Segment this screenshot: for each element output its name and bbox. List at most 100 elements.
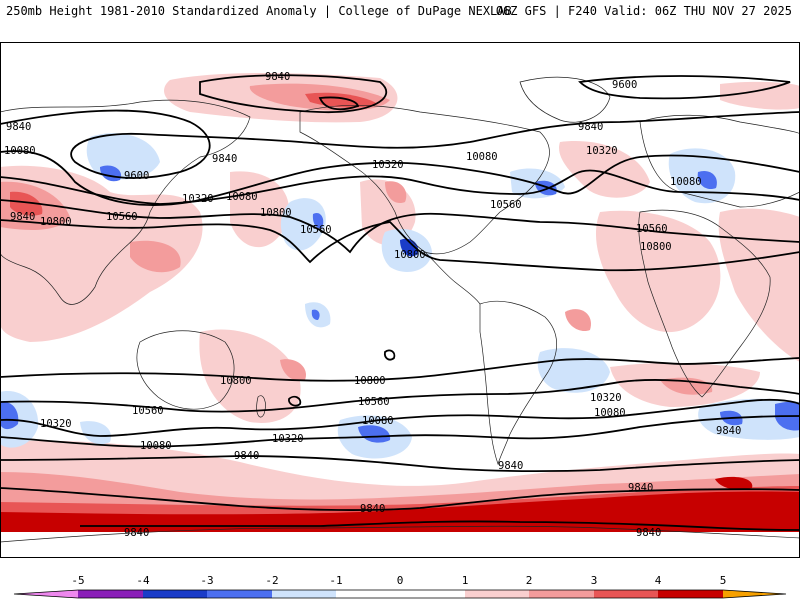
colorbar-tick: 2: [526, 574, 533, 587]
contour-label: 10800: [40, 216, 72, 228]
anomaly-pos1-region: [718, 208, 800, 362]
anomaly-pos1-region: [720, 81, 800, 110]
contour-10320-southern: [0, 398, 800, 437]
contour-9840-antarctic: [79, 520, 800, 531]
contour-label: 10560: [106, 211, 138, 223]
contour-label: 9840: [360, 503, 385, 515]
height-contours: [0, 74, 800, 531]
coastline-new-zealand: [256, 395, 266, 418]
contour-label: 9600: [612, 79, 637, 91]
anomaly-neg2-region: [697, 170, 717, 190]
contour-10560-southern: [0, 379, 800, 413]
colorbar: -5 -4 -3 -2 -1 0 1 2 3 4 5: [13, 574, 787, 599]
anomaly-neg2-region: [311, 309, 320, 320]
contour-label: 10320: [590, 392, 622, 404]
contour-10800-southern: [0, 357, 800, 382]
contour-label: 10080: [466, 151, 498, 163]
contour-label: 9840: [498, 460, 523, 472]
colorbar-segment-neg2: [207, 590, 272, 598]
colorbar-tick: -5: [71, 574, 84, 587]
colorbar-tick: -1: [329, 574, 342, 587]
contour-9840-northern: [0, 109, 800, 179]
coastline-central-america: [424, 251, 481, 305]
anomaly-neg1-region: [280, 198, 326, 251]
anomaly-pos2-region: [565, 309, 591, 332]
anomaly-neg2-region: [312, 212, 324, 229]
positive-anomaly-shading: [0, 73, 800, 532]
anomaly-pos2-region: [130, 240, 181, 273]
contour-label: 10320: [272, 433, 304, 445]
coastline-north-america: [299, 104, 550, 255]
contour-label: 10320: [586, 145, 618, 157]
contour-9600-north-pacific: [199, 74, 388, 114]
colorbar-tick: -3: [200, 574, 213, 587]
contour-label: 10800: [220, 375, 252, 387]
contour-label: 10800: [354, 375, 386, 387]
colorbar-tick: 3: [591, 574, 598, 587]
contour-label: 10560: [636, 223, 668, 235]
contour-label: 10080: [226, 191, 258, 203]
anomaly-pos2-region: [385, 181, 407, 204]
colorbar-segment-pos4: [658, 590, 723, 598]
colorbar-tick: 0: [397, 574, 404, 587]
colorbar-tick: -4: [136, 574, 150, 587]
coastline-antarctica: [0, 525, 800, 543]
coastline-africa: [638, 209, 771, 398]
anomaly-pos4-region: [715, 476, 753, 490]
anomaly-pos2-region: [280, 359, 306, 382]
anomaly-pos1-region: [230, 171, 289, 248]
contour-10800-northern: [0, 219, 800, 272]
contour-label: 9840: [265, 71, 290, 83]
contour-10320-northern: [0, 169, 800, 205]
anomaly-neg2-region: [0, 401, 19, 430]
contour-label: 9840: [234, 450, 259, 462]
colorbar-tick: 1: [462, 574, 469, 587]
contour-label: 9840: [628, 482, 653, 494]
contour-label: 9840: [212, 153, 237, 165]
contour-label: 9600: [124, 170, 149, 182]
contour-label: 10800: [640, 241, 672, 253]
contour-label: 10800: [260, 207, 292, 219]
contour-label: 10320: [372, 159, 404, 171]
contour-label: 9840: [636, 527, 661, 539]
coastline-australia: [136, 330, 235, 410]
contour-label: 10800: [394, 249, 426, 261]
contour-9600-north-atlantic: [578, 75, 791, 100]
colorbar-segment-pos3: [594, 590, 658, 598]
contour-label: 10560: [300, 224, 332, 236]
contour-9840-loop: [318, 96, 360, 111]
colorbar-segment-neg4: [78, 590, 143, 598]
contour-label: 10320: [40, 418, 72, 430]
anomaly-neg1-region: [80, 421, 111, 445]
contour-label: 10320: [182, 193, 214, 205]
coastlines: [0, 76, 800, 543]
contour-9840-southern: [0, 455, 800, 473]
contour-label: 10080: [4, 145, 36, 157]
contour-10560-northern: [0, 199, 800, 254]
colorbar-segment-pos2: [529, 590, 594, 598]
colorbar-segment-neg3: [143, 590, 207, 598]
colorbar-segment-pos5: [723, 590, 786, 598]
contour-label: 9840: [124, 527, 149, 539]
coastline-south-america: [479, 300, 557, 466]
anomaly-neg2-region: [358, 425, 391, 443]
colorbar-segment-neg1: [272, 590, 336, 598]
contour-small-loop-2: [288, 395, 302, 407]
contour-label: 9840: [6, 121, 31, 133]
contour-label: 9840: [578, 121, 603, 133]
colorbar-segment-zero: [336, 590, 465, 598]
anomaly-neg1-region: [698, 398, 800, 440]
colorbar-segment-neg5: [14, 590, 78, 598]
contour-label: 10560: [132, 405, 164, 417]
contour-label: 9840: [716, 425, 741, 437]
anomaly-pos1-region: [559, 141, 650, 198]
colorbar-tick: 4: [655, 574, 662, 587]
contour-label: 10080: [670, 176, 702, 188]
contour-small-loop-1: [383, 349, 396, 361]
contour-labels: 9840 9600 9840 9600 9840 9840 10080 9840…: [4, 71, 741, 539]
colorbar-segment-pos1: [465, 590, 529, 598]
colorbar-outline: [13, 589, 787, 599]
colorbar-tick: -2: [265, 574, 278, 587]
contour-9840-far-south: [0, 487, 800, 512]
contour-label: 10080: [140, 440, 172, 452]
